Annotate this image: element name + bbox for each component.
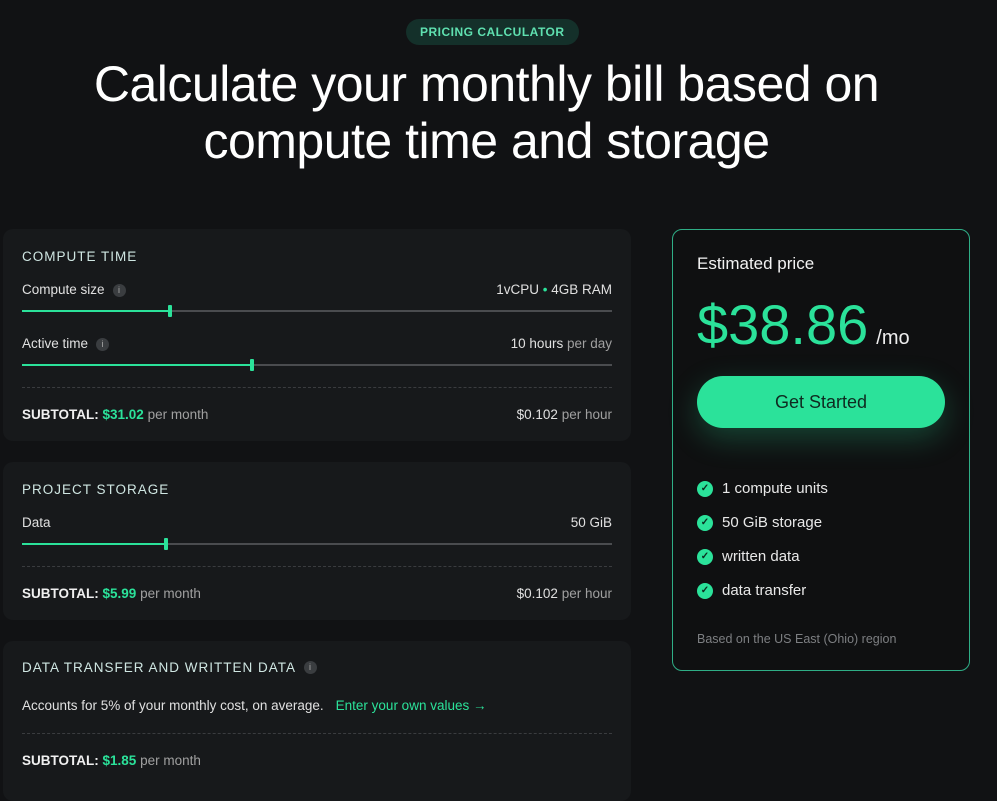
- feature-label: written data: [722, 548, 800, 565]
- data-label: Data: [22, 515, 51, 530]
- data-transfer-card: DATA TRANSFER AND WRITTEN DATA i Accounts…: [3, 641, 631, 801]
- data-value: 50 GiB: [570, 515, 612, 530]
- storage-rate: $0.102 per hour: [516, 586, 612, 601]
- info-icon[interactable]: i: [304, 661, 318, 674]
- slider-thumb[interactable]: [163, 538, 168, 550]
- compute-rate: $0.102 per hour: [516, 407, 612, 422]
- slider-thumb[interactable]: [250, 359, 255, 371]
- transfer-description: Accounts for 5% of your monthly cost, on…: [22, 698, 324, 713]
- estimate-heading: Estimated price: [697, 254, 815, 273]
- info-icon[interactable]: i: [96, 338, 110, 351]
- price-value: $38.86: [697, 293, 869, 356]
- slider-thumb[interactable]: [167, 305, 172, 317]
- feature-label: 50 GiB storage: [722, 514, 823, 531]
- price-period: /mo: [876, 327, 910, 349]
- transfer-heading: DATA TRANSFER AND WRITTEN DATA i: [22, 660, 318, 675]
- title-line-1: Calculate your monthly bill based on: [93, 56, 880, 112]
- project-storage-card: PROJECT STORAGE Data 50 GiB SUBTOTAL: $5.…: [3, 462, 631, 620]
- divider: [22, 566, 612, 567]
- feature-item: ✓ written data: [697, 548, 800, 565]
- title-line-2: compute time and storage: [203, 113, 770, 169]
- feature-label: data transfer: [722, 582, 807, 599]
- feature-label: 1 compute units: [722, 480, 828, 497]
- check-icon: ✓: [697, 548, 713, 565]
- check-icon: ✓: [697, 514, 713, 531]
- feature-item: ✓ data transfer: [697, 582, 806, 599]
- compute-size-slider[interactable]: [22, 305, 612, 317]
- feature-item: ✓ 1 compute units: [697, 480, 828, 497]
- feature-item: ✓ 50 GiB storage: [697, 514, 822, 531]
- active-time-value: 10 hours per day: [510, 336, 612, 351]
- region-note: Based on the US East (Ohio) region: [697, 632, 897, 646]
- check-icon: ✓: [697, 480, 713, 497]
- pricing-calculator-badge: PRICING CALCULATOR: [406, 19, 579, 45]
- compute-size-value: 1vCPU • 4GB RAM: [496, 282, 612, 297]
- compute-time-card: COMPUTE TIME Compute size i 1vCPU • 4GB R…: [3, 229, 631, 441]
- storage-heading: PROJECT STORAGE: [22, 482, 170, 497]
- divider: [22, 387, 612, 388]
- compute-size-label: Compute size i: [22, 282, 126, 297]
- check-icon: ✓: [697, 582, 713, 599]
- compute-subtotal: SUBTOTAL: $31.02 per month: [22, 407, 209, 422]
- active-time-slider[interactable]: [22, 359, 612, 371]
- storage-slider[interactable]: [22, 538, 612, 550]
- compute-heading: COMPUTE TIME: [22, 249, 138, 264]
- info-icon[interactable]: i: [112, 284, 126, 297]
- enter-values-link[interactable]: Enter your own values →: [335, 698, 487, 713]
- page-title: Calculate your monthly bill based on comp…: [0, 56, 973, 170]
- active-time-label: Active time i: [22, 336, 110, 351]
- get-started-button[interactable]: Get Started: [697, 376, 945, 428]
- transfer-subtotal: SUBTOTAL: $1.85 per month: [22, 753, 201, 768]
- estimated-price: $38.86 /mo: [697, 292, 910, 357]
- storage-subtotal: SUBTOTAL: $5.99 per month: [22, 586, 201, 601]
- estimated-price-panel: Estimated price $38.86 /mo Get Started ✓…: [672, 229, 970, 671]
- divider: [22, 733, 612, 734]
